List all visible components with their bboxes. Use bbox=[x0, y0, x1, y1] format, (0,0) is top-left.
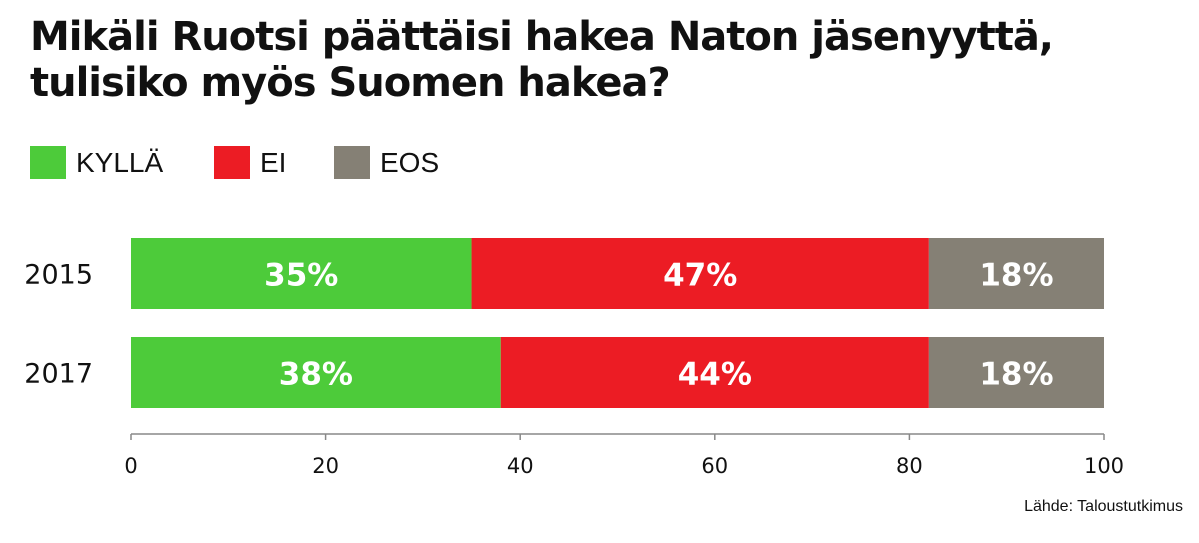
legend-swatch-kylla bbox=[30, 146, 66, 179]
bar-2017-ei bbox=[500, 337, 929, 408]
title-line-1: Mikäli Ruotsi päättäisi hakea Naton jäse… bbox=[30, 14, 1054, 60]
title-line-2: tulisiko myös Suomen hakea? bbox=[30, 60, 671, 106]
bar-2017-kyllä bbox=[131, 337, 501, 408]
data-label-2015-ei: 47% bbox=[663, 258, 737, 294]
x-tick-label-100: 100 bbox=[1084, 454, 1124, 478]
legend-swatch-eos bbox=[334, 146, 370, 179]
bar-2015-eos bbox=[928, 238, 1104, 309]
legend-item-eos: EOS bbox=[334, 146, 439, 179]
x-tick-label-0: 0 bbox=[124, 454, 137, 478]
x-tick-label-60: 60 bbox=[701, 454, 728, 478]
legend-item-kylla: KYLLÄ bbox=[30, 146, 163, 179]
bar-2015-ei bbox=[471, 238, 929, 309]
data-label-2017-kyllä: 38% bbox=[279, 357, 353, 393]
category-label-2017: 2017 bbox=[24, 359, 93, 390]
x-tick-label-80: 80 bbox=[896, 454, 923, 478]
data-label-2015-kyllä: 35% bbox=[264, 258, 338, 294]
legend-label-kylla: KYLLÄ bbox=[76, 147, 164, 178]
bar-2017-eos bbox=[928, 337, 1104, 408]
legend-item-ei: EI bbox=[214, 146, 286, 179]
data-label-2017-eos: 18% bbox=[979, 357, 1053, 393]
legend-swatch-ei bbox=[214, 146, 250, 179]
data-label-2017-ei: 44% bbox=[678, 357, 752, 393]
legend-label-eos: EOS bbox=[380, 147, 440, 178]
bar-2015-kyllä bbox=[131, 238, 472, 309]
chart-title: Mikäli Ruotsi päättäisi hakea Naton jäse… bbox=[30, 14, 1180, 106]
x-tick-label-40: 40 bbox=[507, 454, 534, 478]
data-label-2015-eos: 18% bbox=[979, 258, 1053, 294]
legend-label-ei: EI bbox=[260, 147, 287, 178]
x-tick-label-20: 20 bbox=[312, 454, 339, 478]
category-label-2015: 2015 bbox=[24, 260, 93, 291]
source-note: Lähde: Taloustutkimus bbox=[1024, 498, 1183, 515]
